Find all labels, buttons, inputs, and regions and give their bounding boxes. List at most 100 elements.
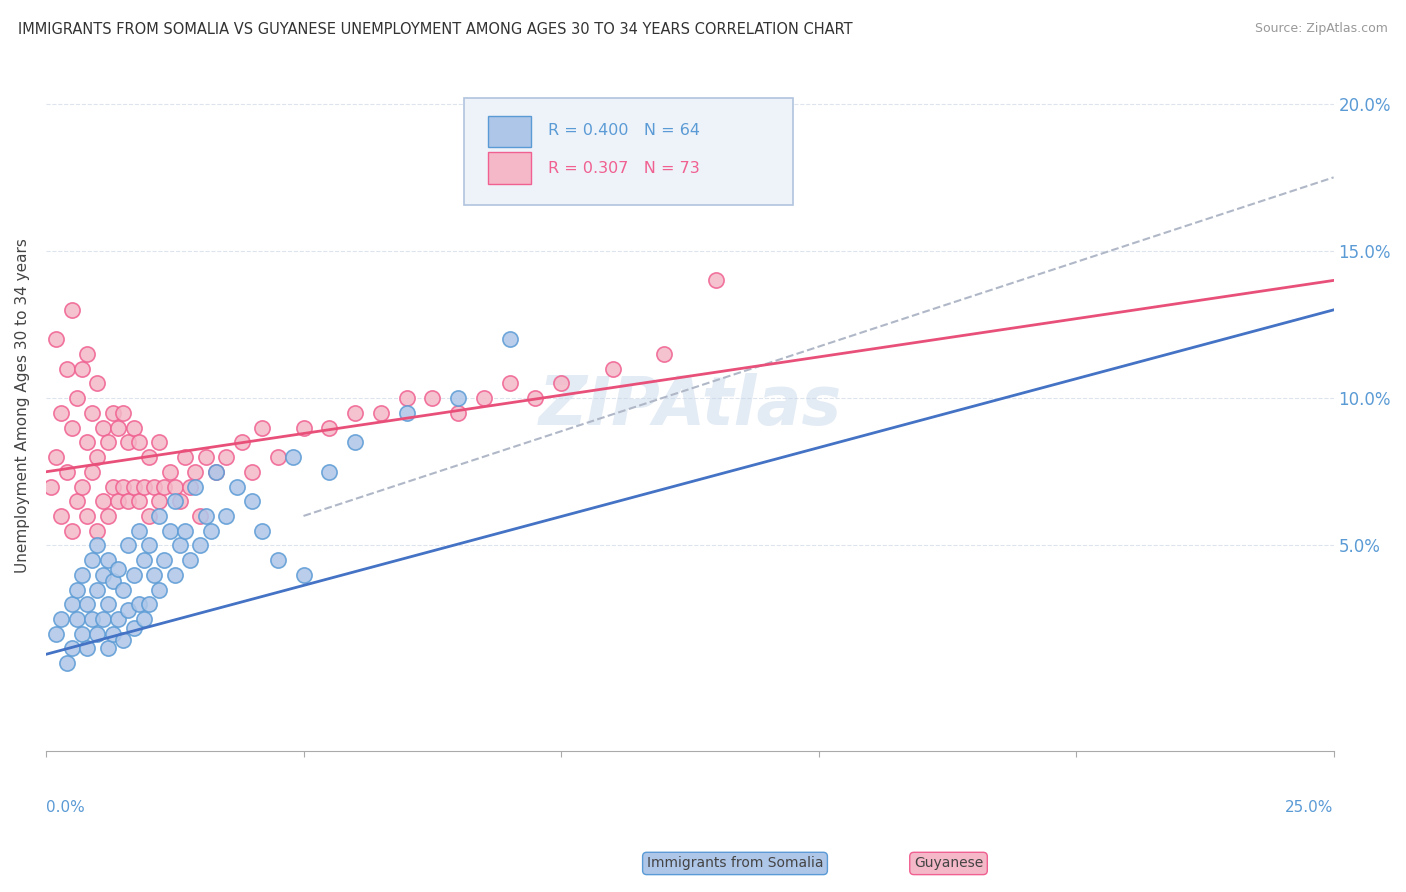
Point [318,465,340,479]
Text: 0.0%: 0.0% [46,800,84,815]
Point [138,597,160,611]
Point [97,597,120,611]
Point [66,582,89,597]
Point [112,632,135,647]
Point [70,361,93,376]
Point [550,376,572,391]
Point [66,612,89,626]
Point [51,406,73,420]
Point [447,406,470,420]
Point [194,508,217,523]
Text: 25.0%: 25.0% [1285,800,1334,815]
Point [101,479,124,493]
Point [91,567,114,582]
Point [498,332,520,346]
Point [395,391,418,405]
Point [82,553,104,567]
Point [343,435,366,450]
Point [190,538,212,552]
Point [128,524,150,538]
Point [169,494,191,508]
Point [205,465,228,479]
Point [112,406,135,420]
Point [205,465,228,479]
Point [420,391,443,405]
Point [60,597,83,611]
Point [76,641,98,656]
Point [153,553,176,567]
Point [60,302,83,317]
Point [240,494,263,508]
Point [51,612,73,626]
Point [159,524,181,538]
Point [343,406,366,420]
Point [97,553,120,567]
Point [163,479,186,493]
Point [86,376,108,391]
Point [163,567,186,582]
Point [122,420,145,434]
Point [194,450,217,464]
Point [112,479,135,493]
Point [132,553,155,567]
Point [148,494,170,508]
Point [76,508,98,523]
Point [215,450,238,464]
Point [76,347,98,361]
Point [101,406,124,420]
Point [82,406,104,420]
Point [184,479,207,493]
Point [39,479,62,493]
Point [86,450,108,464]
Point [45,626,67,640]
Point [179,479,201,493]
Point [45,450,67,464]
Point [117,538,139,552]
Point [107,562,129,576]
Point [112,582,135,597]
Text: R = 0.307   N = 73: R = 0.307 N = 73 [548,161,700,176]
Point [91,612,114,626]
Point [86,582,108,597]
Point [148,435,170,450]
Point [45,332,67,346]
FancyBboxPatch shape [464,97,793,205]
Point [132,479,155,493]
Point [66,494,89,508]
Point [91,494,114,508]
Point [117,435,139,450]
Point [86,524,108,538]
Point [60,524,83,538]
FancyBboxPatch shape [488,116,531,147]
Point [128,494,150,508]
Point [86,626,108,640]
Point [76,597,98,611]
Point [138,450,160,464]
Point [107,612,129,626]
Point [267,553,290,567]
Point [70,567,93,582]
Point [252,420,274,434]
Point [148,582,170,597]
Point [159,465,181,479]
Point [122,479,145,493]
Point [174,450,197,464]
Point [107,420,129,434]
Point [82,465,104,479]
Point [122,567,145,582]
Point [101,574,124,588]
Point [55,656,77,670]
Point [472,391,495,405]
Point [179,553,201,567]
Point [97,641,120,656]
Point [82,612,104,626]
Point [60,420,83,434]
Text: Immigrants from Somalia: Immigrants from Somalia [647,856,824,871]
Point [267,450,290,464]
Point [153,479,176,493]
Point [652,347,675,361]
Point [215,508,238,523]
Point [292,420,315,434]
Point [283,450,305,464]
Point [86,538,108,552]
